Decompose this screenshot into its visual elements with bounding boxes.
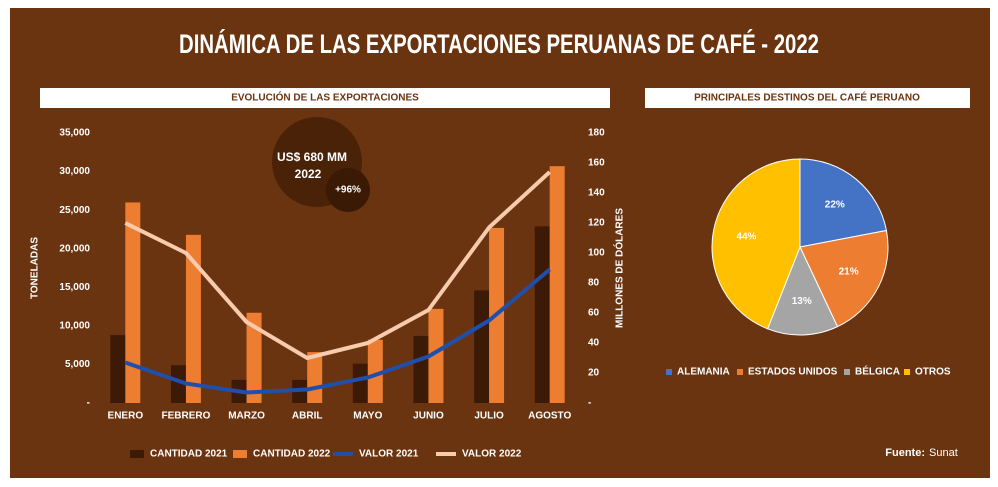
y-tick-label: - <box>87 398 90 409</box>
main-title: DINÁMICA DE LAS EXPORTACIONES PERUANAS D… <box>179 28 819 59</box>
legend-label: CANTIDAD 2022 <box>253 449 331 460</box>
bar <box>307 352 323 403</box>
y2-tick-label: 140 <box>588 188 605 199</box>
chart-title: EVOLUCIÓN DE LAS EXPORTACIONES <box>231 91 419 104</box>
x-tick-label: JUNIO <box>413 411 444 422</box>
y-axis-label: TONELADAS <box>30 237 41 299</box>
source-text: Sunat <box>929 447 958 459</box>
y2-tick-label: 80 <box>588 278 600 289</box>
data-label: 22% <box>825 200 845 211</box>
bar <box>125 202 141 403</box>
pie-slice <box>766 245 839 336</box>
legend-swatch <box>666 369 672 375</box>
x-tick-label: AGOSTO <box>528 411 571 422</box>
legend-label: BÉLGICA <box>855 365 900 378</box>
bar <box>185 234 201 403</box>
bar <box>352 363 368 403</box>
annotation: +96% <box>335 185 361 196</box>
legend-swatch <box>233 450 247 458</box>
bar <box>110 335 126 403</box>
chart-title: PRINCIPALES DESTINOS DEL CAFÉ PERUANO <box>694 91 920 104</box>
pie-slice <box>799 229 889 328</box>
y2-tick-label: - <box>588 398 591 409</box>
y-tick-label: 35,000 <box>59 128 90 139</box>
legend-label: CANTIDAD 2021 <box>150 449 228 460</box>
bar <box>413 335 429 403</box>
y2-tick-label: 160 <box>588 158 605 169</box>
plot: - 5,000 10,000 15,000 20,000 25,000 30,000 35,0… <box>59 128 950 460</box>
source-label: Fuente: <box>885 447 925 459</box>
y2-tick-label: 120 <box>588 218 605 229</box>
y2-tick-label: 40 <box>588 338 600 349</box>
y-tick-label: 25,000 <box>59 205 90 216</box>
bar <box>246 312 262 403</box>
annotation: 2022 <box>295 167 322 181</box>
data-label: 44% <box>736 231 756 242</box>
legend-label: ESTADOS UNIDOS <box>748 367 838 378</box>
x-tick-label: JULIO <box>474 411 504 422</box>
y-tick-label: 20,000 <box>59 243 90 254</box>
annotation: US$ 680 MM <box>277 150 347 164</box>
bar <box>474 290 490 403</box>
legend-swatch <box>844 369 850 375</box>
y-tick-label: 5,000 <box>65 359 90 370</box>
pie-slice <box>711 158 801 330</box>
y-tick-label: 30,000 <box>59 166 90 177</box>
y2-tick-label: 100 <box>588 248 605 259</box>
y2-tick-label: 20 <box>588 368 600 379</box>
subtitle-bar <box>645 88 970 108</box>
y2-axis-label: MILLONES DE DÓLARES <box>613 208 626 328</box>
legend-swatch <box>130 450 144 458</box>
y2-tick-label: 180 <box>588 128 605 139</box>
bar <box>428 308 444 403</box>
data-label: 21% <box>839 266 859 277</box>
pie-slice <box>799 158 888 248</box>
legend-label: OTROS <box>915 367 951 378</box>
line <box>124 267 551 395</box>
legend-swatch <box>904 369 910 375</box>
legend-label: ALEMANIA <box>677 367 730 378</box>
bar <box>534 226 550 403</box>
x-tick-label: ABRIL <box>292 411 323 422</box>
line <box>124 170 552 360</box>
subtitle-bar <box>40 88 610 108</box>
x-tick-label: MARZO <box>228 411 265 422</box>
bar <box>549 166 565 403</box>
legend-label: VALOR 2022 <box>462 449 522 460</box>
x-tick-label: MAYO <box>353 411 382 422</box>
bubble <box>326 168 370 212</box>
y-tick-label: 10,000 <box>59 320 90 331</box>
x-tick-label: ENERO <box>108 411 144 422</box>
x-tick-label: FEBRERO <box>161 411 210 422</box>
bar <box>170 365 186 403</box>
y2-tick-label: 60 <box>588 308 600 319</box>
bar <box>367 339 383 403</box>
data-label: 13% <box>792 296 812 307</box>
legend-swatch <box>737 369 743 375</box>
y-tick-label: 15,000 <box>59 282 90 293</box>
legend-label: VALOR 2021 <box>359 449 419 460</box>
